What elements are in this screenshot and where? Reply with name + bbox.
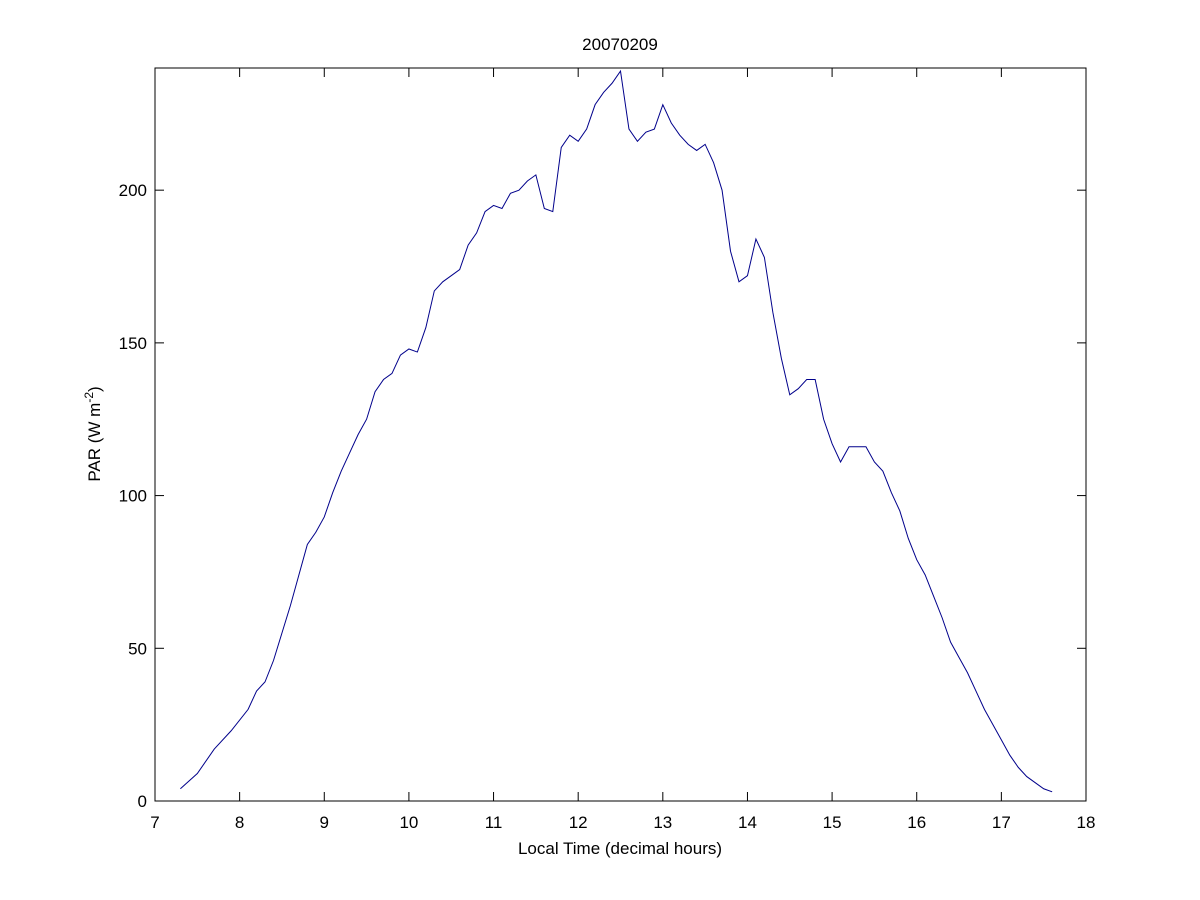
x-tick-label: 15	[823, 813, 842, 832]
x-tick-label: 11	[485, 813, 503, 832]
x-tick-label: 18	[1077, 813, 1096, 832]
chart-title: 20070209	[582, 35, 658, 54]
x-axis-label: Local Time (decimal hours)	[518, 839, 722, 858]
x-tick-label: 12	[569, 813, 588, 832]
plot-box	[154, 67, 1087, 802]
x-tick-label: 16	[907, 813, 926, 832]
x-tick-label: 13	[653, 813, 672, 832]
y-axis-label: PAR (W m-2)	[82, 386, 104, 481]
y-tick-label: 100	[119, 487, 147, 506]
x-tick-label: 9	[320, 813, 329, 832]
data-line	[180, 69, 1053, 793]
x-tick-label: 7	[150, 813, 159, 832]
y-label-text: PAR (W m	[85, 403, 104, 482]
y-tick-label: 0	[138, 792, 147, 811]
x-tick-label: 10	[399, 813, 418, 832]
x-tick-label: 8	[235, 813, 244, 832]
y-label-end: )	[85, 386, 104, 392]
x-tick-label: 14	[738, 813, 757, 832]
y-tick-label: 150	[119, 334, 147, 353]
x-tick-label: 17	[992, 813, 1011, 832]
y-tick-label: 200	[119, 181, 147, 200]
y-label-superscript: -2	[82, 392, 96, 403]
y-tick-label: 50	[128, 639, 147, 658]
